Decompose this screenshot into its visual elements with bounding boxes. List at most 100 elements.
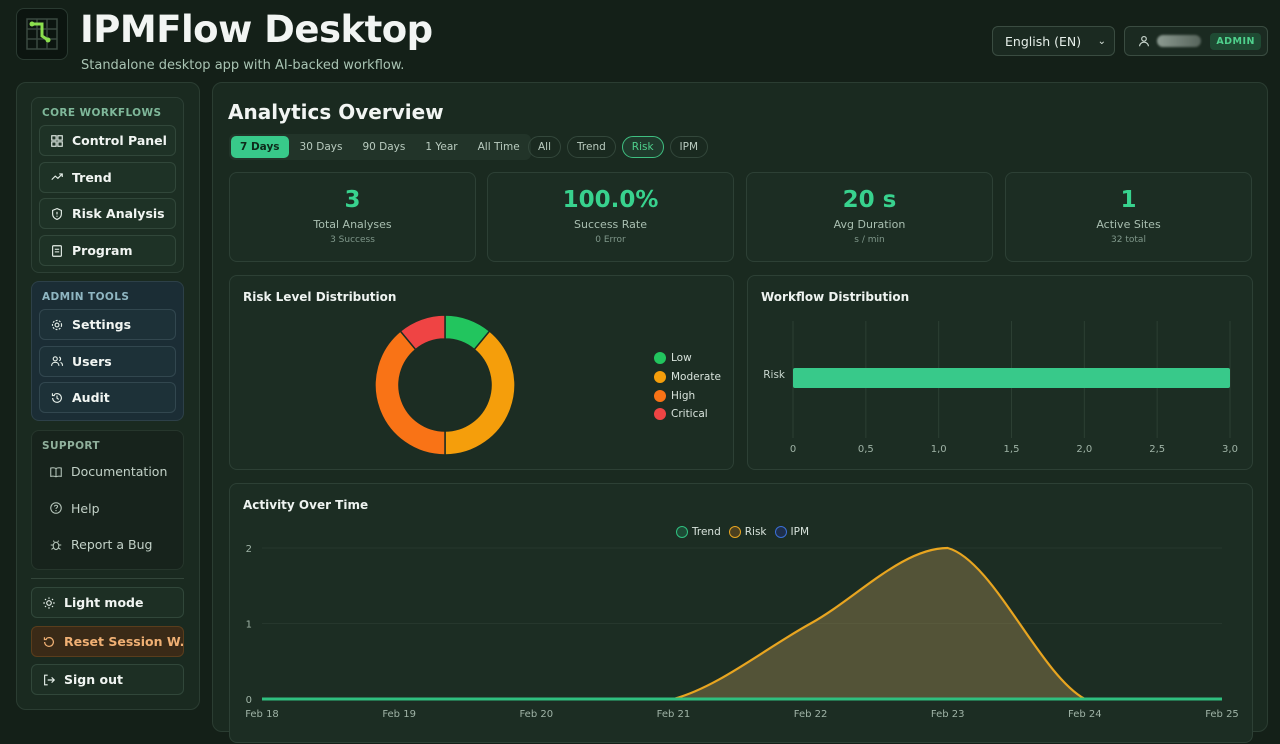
- activity-area-chart: 0 1 2 Feb 18 Feb 19 Feb 20 Feb 21 Feb 22 Feb 23 F…: [245, 544, 1239, 720]
- reset-session-button[interactable]: Reset Session W...: [31, 626, 184, 657]
- group-label-admin-tools: ADMIN TOOLS: [42, 291, 130, 303]
- y-tick-label: 0: [246, 695, 252, 706]
- legend-item-critical[interactable]: Critical: [654, 405, 721, 424]
- core-workflows-group: CORE WORKFLOWS Control Panel Trend Risk …: [31, 97, 184, 273]
- range-7-days[interactable]: 7 Days: [231, 136, 289, 158]
- app-title: IPMFlow Desktop: [80, 8, 433, 51]
- sidebar-item-trend[interactable]: Trend: [39, 161, 176, 193]
- legend-swatch-moderate: [654, 371, 666, 384]
- workflow-distribution-panel: Workflow Distribution 0 0,5 1,0 1,5 2,0 2,5 3,…: [747, 275, 1253, 470]
- legend-swatch-high: [654, 389, 666, 402]
- legend-item-ipm[interactable]: IPM: [774, 526, 810, 538]
- range-30-days[interactable]: 30 Days: [299, 141, 343, 153]
- bar-risk[interactable]: [793, 368, 1230, 388]
- x-tick-label: Feb 20: [519, 709, 553, 720]
- sidebar-item-audit[interactable]: Audit: [39, 382, 176, 413]
- sidebar-divider: [31, 578, 184, 579]
- legend-item-high[interactable]: High: [654, 386, 721, 405]
- legend-swatch-low: [654, 352, 666, 365]
- sidebar-item-label: Documentation: [71, 464, 168, 479]
- sign-out-label: Sign out: [64, 672, 123, 687]
- user-menu[interactable]: ADMIN: [1124, 26, 1268, 56]
- reset-icon: [42, 635, 56, 649]
- sidebar-item-control-panel[interactable]: Control Panel: [39, 125, 176, 156]
- sidebar-item-report-bug[interactable]: Report a Bug: [39, 529, 176, 560]
- x-tick-label: Feb 19: [382, 709, 416, 720]
- filter-trend[interactable]: Trend: [567, 136, 616, 158]
- legend-swatch-trend: [676, 526, 688, 538]
- x-tick-label: 3,0: [1222, 444, 1238, 455]
- x-tick-label: 2,5: [1149, 444, 1165, 455]
- y-tick-label: 1: [246, 620, 252, 631]
- support-group: SUPPORT Documentation Help Report a Bug: [31, 430, 184, 570]
- sidebar-item-label: Help: [71, 500, 100, 516]
- legend-swatch-ipm: [774, 526, 787, 538]
- user-name-redacted: [1157, 35, 1201, 47]
- page-title: Analytics Overview: [228, 100, 444, 124]
- time-range-selector: 7 Days 30 Days 90 Days 1 Year All Time: [229, 134, 531, 160]
- range-1-year[interactable]: 1 Year: [425, 141, 458, 153]
- sidebar-item-label: Report a Bug: [71, 537, 153, 552]
- app-subtitle: Standalone desktop app with AI-backed wo…: [81, 58, 405, 73]
- language-select[interactable]: English (EN) ⌄: [992, 26, 1115, 56]
- sign-out-icon: [42, 673, 56, 687]
- legend-item-low[interactable]: Low: [654, 349, 721, 368]
- sidebar-item-program[interactable]: Program: [39, 235, 176, 266]
- x-tick-label: Feb 22: [794, 709, 828, 720]
- legend-swatch-risk: [728, 526, 741, 538]
- donut-slice-moderate[interactable]: [444, 330, 516, 456]
- donut-slice-critical[interactable]: [399, 314, 446, 351]
- stat-sub: 3 Success: [330, 235, 375, 245]
- legend-label: High: [671, 389, 696, 402]
- stat-value: 100.0%: [562, 187, 659, 213]
- help-circle-icon: [49, 501, 63, 515]
- sidebar-item-documentation[interactable]: Documentation: [39, 456, 176, 487]
- stat-label: Active Sites: [1096, 218, 1161, 231]
- legend-item-risk[interactable]: Risk: [728, 526, 767, 538]
- legend-item-moderate[interactable]: Moderate: [654, 368, 721, 387]
- light-mode-button[interactable]: Light mode: [31, 587, 184, 618]
- sidebar-item-settings[interactable]: Settings: [39, 309, 176, 340]
- activity-legend: Trend Risk IPM: [676, 526, 809, 538]
- admin-tools-group: ADMIN TOOLS Settings Users Audit: [31, 281, 184, 421]
- stat-label: Total Analyses: [313, 218, 392, 231]
- analytics-main: Analytics Overview 7 Days 30 Days 90 Day…: [212, 82, 1268, 743]
- x-tick-label: Feb 25: [1205, 709, 1239, 720]
- app-logo: [16, 8, 68, 60]
- sidebar-item-risk-analysis[interactable]: Risk Analysis: [39, 198, 176, 229]
- range-90-days[interactable]: 90 Days: [362, 141, 406, 153]
- legend-label: Risk: [744, 526, 767, 538]
- language-select-value: English (EN): [1005, 33, 1082, 49]
- filter-ipm[interactable]: IPM: [669, 136, 709, 158]
- legend-label: Low: [671, 352, 692, 365]
- sidebar-item-help[interactable]: Help: [39, 493, 176, 524]
- legend-label: Critical: [671, 408, 708, 421]
- group-label-support: SUPPORT: [42, 440, 100, 452]
- stat-label: Success Rate: [574, 218, 647, 231]
- chart-title: Risk Level Distribution: [243, 290, 397, 304]
- sign-out-button[interactable]: Sign out: [31, 664, 184, 695]
- filter-all[interactable]: All: [528, 136, 562, 158]
- legend-item-trend[interactable]: Trend: [676, 526, 721, 538]
- filter-risk[interactable]: Risk: [621, 136, 664, 158]
- shield-icon: [50, 207, 64, 221]
- x-tick-label: Feb 18: [245, 709, 279, 720]
- legend-label: Trend: [692, 526, 721, 538]
- stat-sub: 32 total: [1111, 235, 1146, 245]
- sidebar-item-users[interactable]: Users: [39, 345, 176, 377]
- stat-value: 1: [1120, 187, 1137, 213]
- light-mode-label: Light mode: [64, 595, 144, 610]
- chart-title: Activity Over Time: [243, 498, 369, 512]
- legend-label: IPM: [790, 526, 810, 538]
- sidebar-item-label: Trend: [72, 169, 112, 185]
- stat-sub: s / min: [854, 235, 885, 245]
- range-all-time[interactable]: All Time: [477, 141, 520, 153]
- dashboard-grid-icon: [50, 134, 64, 148]
- stat-card-active-sites: 1 Active Sites 32 total: [1005, 172, 1252, 262]
- sun-icon: [42, 596, 56, 610]
- donut-slice-high[interactable]: [374, 330, 446, 456]
- group-label-core-workflows: CORE WORKFLOWS: [42, 107, 162, 119]
- chevron-down-icon: ⌄: [1097, 35, 1106, 47]
- stat-value: 3: [344, 187, 361, 213]
- workflow-bar-chart: 0 0,5 1,0 1,5 2,0 2,5 3,0 Risk: [763, 321, 1238, 455]
